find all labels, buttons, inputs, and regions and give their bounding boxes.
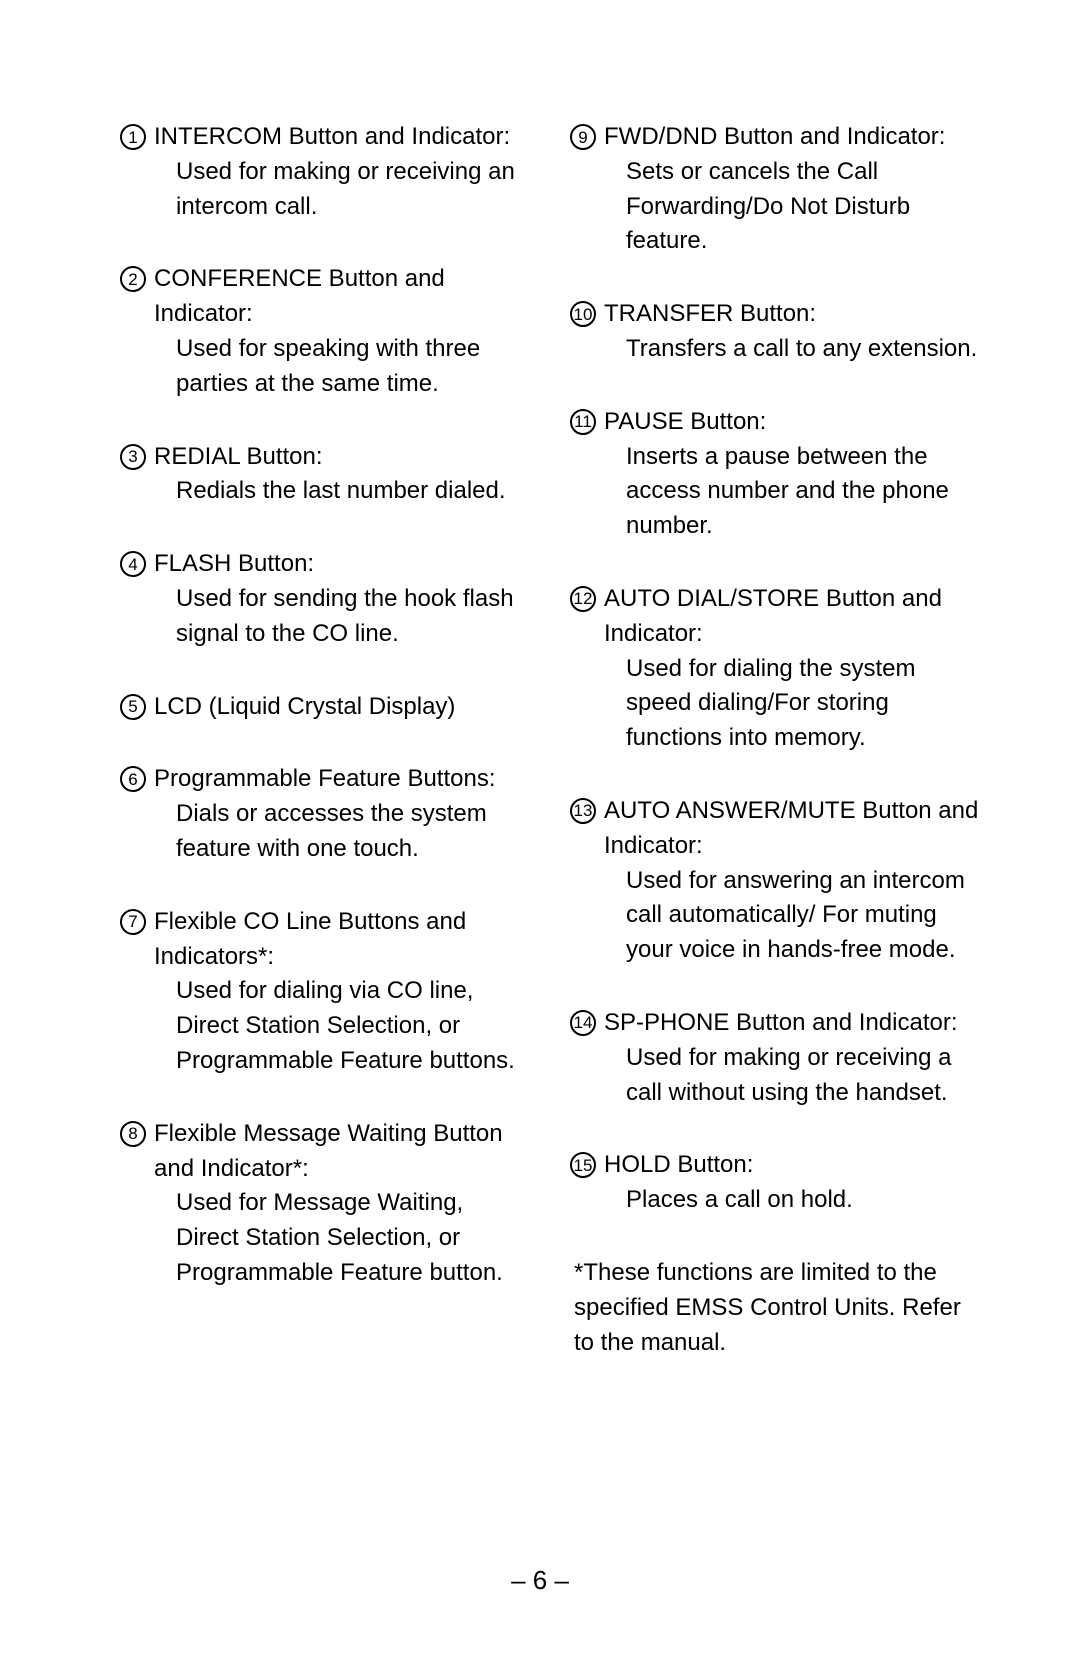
circled-number-icon: 7 [120, 909, 146, 935]
item-title: FLASH Button: [154, 547, 314, 582]
item-heading: 10 TRANSFER Button: [570, 297, 980, 332]
item-description: Used for speaking with three parties at … [120, 332, 530, 402]
item-description: Used for sending the hook flash signal t… [120, 582, 530, 652]
right-column: 9 FWD/DND Button and Indicator: Sets or … [570, 120, 980, 1360]
item-heading: 6 Programmable Feature Buttons: [120, 762, 530, 797]
list-item: 14 SP-PHONE Button and Indicator: Used f… [570, 1006, 980, 1110]
item-title: CONFERENCE Button and Indicator: [154, 262, 530, 332]
item-title: AUTO ANSWER/MUTE Button and Indicator: [604, 794, 980, 864]
item-title: AUTO DIAL/STORE Button and Indicator: [604, 582, 980, 652]
item-title: Programmable Feature Buttons: [154, 762, 496, 797]
item-description: Used for answering an intercom call auto… [570, 864, 980, 968]
list-item: 1 INTERCOM Button and Indicator: Used fo… [120, 120, 530, 224]
list-item: 10 TRANSFER Button: Transfers a call to … [570, 297, 980, 367]
list-item: 11 PAUSE Button: Inserts a pause between… [570, 405, 980, 544]
circled-number-icon: 12 [570, 586, 596, 612]
list-item: 6 Programmable Feature Buttons: Dials or… [120, 762, 530, 866]
circled-number-icon: 4 [120, 551, 146, 577]
item-title: TRANSFER Button: [604, 297, 816, 332]
list-item: 4 FLASH Button: Used for sending the hoo… [120, 547, 530, 651]
item-heading: 7 Flexible CO Line Buttons and Indicator… [120, 905, 530, 975]
circled-number-icon: 6 [120, 766, 146, 792]
item-heading: 4 FLASH Button: [120, 547, 530, 582]
item-heading: 9 FWD/DND Button and Indicator: [570, 120, 980, 155]
item-heading: 8 Flexible Message Waiting Button and In… [120, 1117, 530, 1187]
circled-number-icon: 9 [570, 124, 596, 150]
two-column-layout: 1 INTERCOM Button and Indicator: Used fo… [120, 120, 980, 1360]
item-description: Used for dialing the system speed dialin… [570, 652, 980, 756]
item-heading: 5 LCD (Liquid Crystal Display) [120, 690, 530, 725]
item-description: Places a call on hold. [570, 1183, 980, 1218]
list-item: 15 HOLD Button: Places a call on hold. [570, 1148, 980, 1218]
item-description: Used for dialing via CO line, Direct Sta… [120, 974, 530, 1078]
item-title: Flexible Message Waiting Button and Indi… [154, 1117, 530, 1187]
item-heading: 14 SP-PHONE Button and Indicator: [570, 1006, 980, 1041]
footnote: *These functions are limited to the spec… [570, 1256, 980, 1360]
left-column: 1 INTERCOM Button and Indicator: Used fo… [120, 120, 530, 1360]
list-item: 7 Flexible CO Line Buttons and Indicator… [120, 905, 530, 1079]
item-title: INTERCOM Button and Indicator: [154, 120, 510, 155]
item-heading: 2 CONFERENCE Button and Indicator: [120, 262, 530, 332]
item-description: Dials or accesses the system feature wit… [120, 797, 530, 867]
item-title: HOLD Button: [604, 1148, 753, 1183]
circled-number-icon: 10 [570, 301, 596, 327]
item-heading: 11 PAUSE Button: [570, 405, 980, 440]
circled-number-icon: 3 [120, 444, 146, 470]
page: 1 INTERCOM Button and Indicator: Used fo… [0, 0, 1080, 1360]
item-description: Redials the last number dialed. [120, 474, 530, 509]
item-description: Used for making or receiving a call with… [570, 1041, 980, 1111]
circled-number-icon: 15 [570, 1152, 596, 1178]
page-number: – 6 – [0, 1565, 1080, 1596]
list-item: 5 LCD (Liquid Crystal Display) [120, 690, 530, 725]
item-heading: 12 AUTO DIAL/STORE Button and Indicator: [570, 582, 980, 652]
list-item: 2 CONFERENCE Button and Indicator: Used … [120, 262, 530, 401]
list-item: 9 FWD/DND Button and Indicator: Sets or … [570, 120, 980, 259]
list-item: 13 AUTO ANSWER/MUTE Button and Indicator… [570, 794, 980, 968]
item-title: SP-PHONE Button and Indicator: [604, 1006, 958, 1041]
circled-number-icon: 1 [120, 124, 146, 150]
item-title: LCD (Liquid Crystal Display) [154, 690, 455, 725]
item-heading: 1 INTERCOM Button and Indicator: [120, 120, 530, 155]
item-title: REDIAL Button: [154, 440, 323, 475]
item-title: Flexible CO Line Buttons and Indicators*… [154, 905, 530, 975]
circled-number-icon: 8 [120, 1121, 146, 1147]
item-title: FWD/DND Button and Indicator: [604, 120, 945, 155]
item-heading: 13 AUTO ANSWER/MUTE Button and Indicator… [570, 794, 980, 864]
item-title: PAUSE Button: [604, 405, 766, 440]
circled-number-icon: 14 [570, 1010, 596, 1036]
item-description: Sets or cancels the Call Forwarding/Do N… [570, 155, 980, 259]
item-heading: 15 HOLD Button: [570, 1148, 980, 1183]
item-description: Inserts a pause between the access numbe… [570, 440, 980, 544]
circled-number-icon: 5 [120, 694, 146, 720]
item-heading: 3 REDIAL Button: [120, 440, 530, 475]
list-item: 8 Flexible Message Waiting Button and In… [120, 1117, 530, 1291]
list-item: 12 AUTO DIAL/STORE Button and Indicator:… [570, 582, 980, 756]
list-item: 3 REDIAL Button: Redials the last number… [120, 440, 530, 510]
item-description: Transfers a call to any extension. [570, 332, 980, 367]
circled-number-icon: 13 [570, 798, 596, 824]
item-description: Used for making or receiving an intercom… [120, 155, 530, 225]
item-description: Used for Message Waiting, Direct Station… [120, 1186, 530, 1290]
circled-number-icon: 11 [570, 409, 596, 435]
circled-number-icon: 2 [120, 266, 146, 292]
